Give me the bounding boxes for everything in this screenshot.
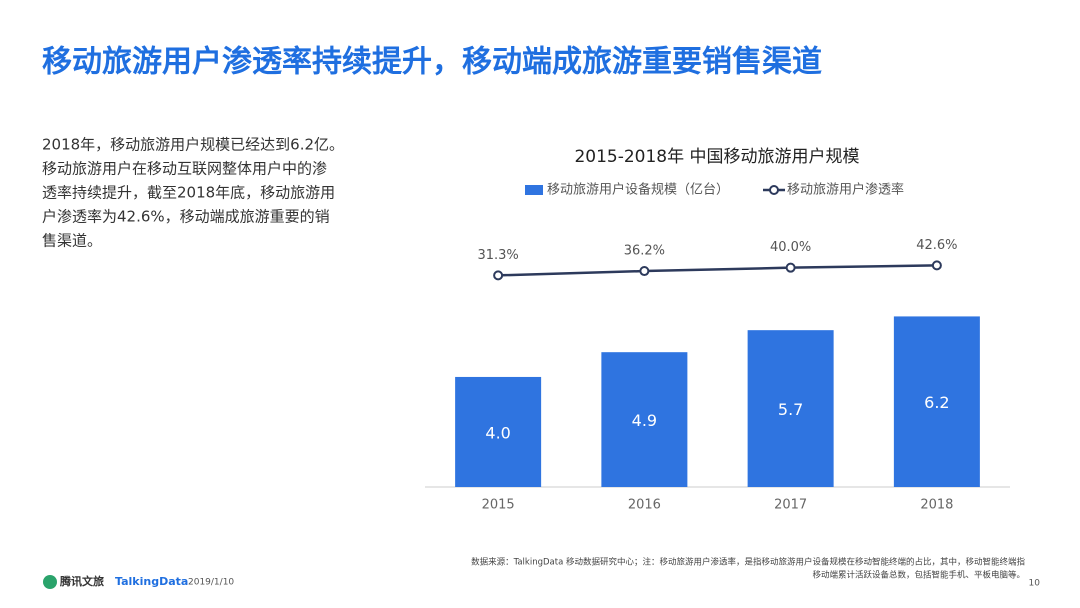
source-note: 移动端累计活跃设备总数，包括智能手机、平板电脑等。 bbox=[812, 570, 1025, 581]
x-tick-label: 2018 bbox=[920, 498, 953, 513]
chart-title: 2015-2018年 中国移动旅游用户规模 bbox=[574, 147, 859, 167]
x-tick-label: 2015 bbox=[482, 498, 515, 513]
body-text: 移动旅游用户在移动互联网整体用户中的渗 bbox=[42, 160, 327, 178]
x-tick-label: 2016 bbox=[628, 498, 661, 513]
data-label: 4.9 bbox=[632, 411, 657, 430]
line-point bbox=[639, 266, 650, 277]
source-note: 数据来源：TalkingData 移动数据研究中心；注：移动旅游用户渗透率，是指… bbox=[471, 557, 1025, 568]
x-tick-label: 2017 bbox=[774, 498, 807, 513]
body-text: 透率持续提升，截至2018年底，移动旅游用 bbox=[42, 184, 335, 202]
line-point bbox=[493, 270, 504, 281]
legend-swatch bbox=[525, 185, 543, 195]
line bbox=[498, 264, 937, 277]
body-text: 售渠道。 bbox=[42, 232, 102, 250]
date: 2019/1/10 bbox=[188, 578, 234, 588]
bar bbox=[893, 316, 980, 487]
data-label: 36.2% bbox=[624, 244, 665, 259]
page-number: 10 bbox=[1029, 579, 1041, 589]
bar bbox=[747, 330, 834, 487]
body-text: 户渗透率为42.6%，移动端成旅游重要的销 bbox=[42, 208, 330, 226]
slide-title: 移动旅游用户渗透率持续提升，移动端成旅游重要销售渠道 bbox=[42, 45, 822, 80]
legend-swatch bbox=[769, 185, 779, 195]
legend-label: 移动旅游用户渗透率 bbox=[787, 182, 904, 198]
brand: 腾讯文旅 bbox=[60, 574, 104, 588]
data-label: 4.0 bbox=[485, 423, 510, 442]
body-text: 2018年，移动旅游用户规模已经达到6.2亿。 bbox=[42, 136, 344, 154]
bar bbox=[601, 352, 688, 487]
data-label: 6.2 bbox=[924, 393, 949, 412]
data-label: 42.6% bbox=[916, 238, 957, 253]
legend-label: 移动旅游用户设备规模（亿台） bbox=[547, 182, 729, 198]
data-label: 5.7 bbox=[778, 400, 803, 419]
line-point bbox=[931, 260, 942, 271]
bar bbox=[455, 376, 542, 487]
logo-icon bbox=[43, 575, 57, 589]
data-label: 31.3% bbox=[477, 248, 518, 263]
brand: TalkingData bbox=[115, 575, 188, 588]
data-label: 40.0% bbox=[770, 240, 811, 255]
line-point bbox=[785, 262, 796, 273]
